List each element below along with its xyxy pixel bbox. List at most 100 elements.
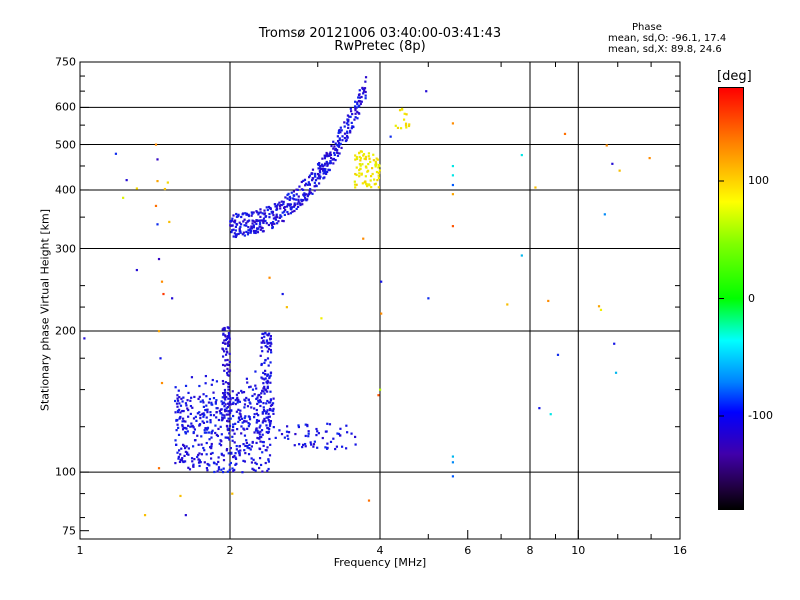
data-point [210, 403, 213, 406]
data-point [175, 402, 179, 405]
data-point [364, 80, 367, 83]
data-point [296, 188, 299, 191]
data-point [301, 445, 304, 449]
data-point [648, 156, 651, 160]
data-point [374, 165, 377, 168]
data-point [268, 216, 271, 219]
data-point [222, 348, 225, 351]
data-point [179, 404, 183, 407]
data-point [186, 430, 189, 433]
data-point [234, 402, 237, 406]
data-point [237, 420, 240, 423]
data-point [597, 305, 601, 308]
data-point [245, 230, 248, 234]
y-tick-label: 75 [62, 524, 76, 538]
data-point [313, 185, 316, 188]
data-point [451, 461, 455, 464]
data-point [264, 215, 267, 218]
data-point [232, 220, 236, 223]
data-point [362, 92, 365, 95]
data-point [377, 174, 380, 177]
data-point [358, 93, 361, 96]
data-point [264, 373, 267, 376]
data-point [209, 419, 212, 422]
data-point [285, 430, 289, 433]
data-point [313, 189, 316, 192]
data-point [363, 157, 366, 160]
data-point [233, 232, 236, 235]
data-point [185, 452, 189, 456]
data-point [358, 155, 361, 159]
data-point [303, 192, 306, 195]
data-point [376, 158, 379, 161]
data-point [227, 344, 230, 348]
data-point [189, 412, 192, 416]
data-point [214, 402, 217, 405]
phase-stat-o: mean, sd,O: -96.1, 17.4 [608, 33, 727, 44]
data-point [312, 445, 315, 448]
data-point [323, 176, 326, 179]
data-point [307, 432, 310, 435]
data-point [192, 417, 196, 420]
data-point [208, 464, 211, 467]
data-point [227, 402, 230, 405]
data-point [314, 175, 317, 178]
data-point [268, 375, 271, 378]
data-point [265, 340, 269, 343]
data-point [262, 371, 265, 374]
data-point [231, 439, 234, 442]
data-point [287, 431, 291, 434]
data-point [357, 96, 360, 99]
data-point [281, 292, 284, 296]
data-point [226, 373, 229, 376]
data-point [226, 470, 229, 473]
data-point [318, 177, 321, 180]
data-point [205, 428, 209, 431]
data-point [266, 409, 269, 412]
data-point [373, 183, 376, 186]
data-point [313, 440, 316, 443]
data-point [361, 182, 364, 185]
data-point [307, 430, 310, 433]
data-point [228, 432, 231, 435]
data-point [506, 303, 509, 306]
data-point [208, 438, 211, 441]
data-point [209, 452, 213, 455]
data-point [202, 393, 205, 396]
data-point [336, 139, 340, 143]
data-point [215, 433, 218, 437]
data-point [253, 413, 256, 416]
data-point [230, 224, 233, 227]
data-point [272, 407, 275, 411]
data-point [175, 429, 178, 432]
data-point [257, 419, 260, 422]
data-point [338, 138, 341, 142]
data-point [233, 432, 236, 435]
data-point [297, 424, 300, 427]
data-point [361, 163, 364, 166]
data-point [156, 223, 159, 226]
data-point [363, 88, 366, 91]
data-point [268, 337, 272, 340]
data-point [329, 161, 332, 165]
data-point [353, 105, 357, 108]
data-point [313, 181, 316, 184]
data-point [219, 444, 223, 447]
data-point [218, 442, 221, 445]
data-point [226, 436, 230, 439]
data-point [218, 410, 221, 413]
data-point [245, 377, 248, 380]
data-point [351, 112, 354, 116]
data-point [349, 129, 352, 132]
data-point [345, 134, 349, 138]
x-tick-label: 1 [76, 544, 84, 557]
data-point [222, 382, 225, 385]
data-point [243, 403, 247, 406]
data-point [262, 441, 265, 444]
data-point [364, 97, 367, 100]
data-point [247, 422, 250, 425]
data-point [286, 210, 289, 214]
data-point [378, 163, 381, 167]
data-point [262, 406, 265, 409]
data-point [226, 425, 229, 428]
